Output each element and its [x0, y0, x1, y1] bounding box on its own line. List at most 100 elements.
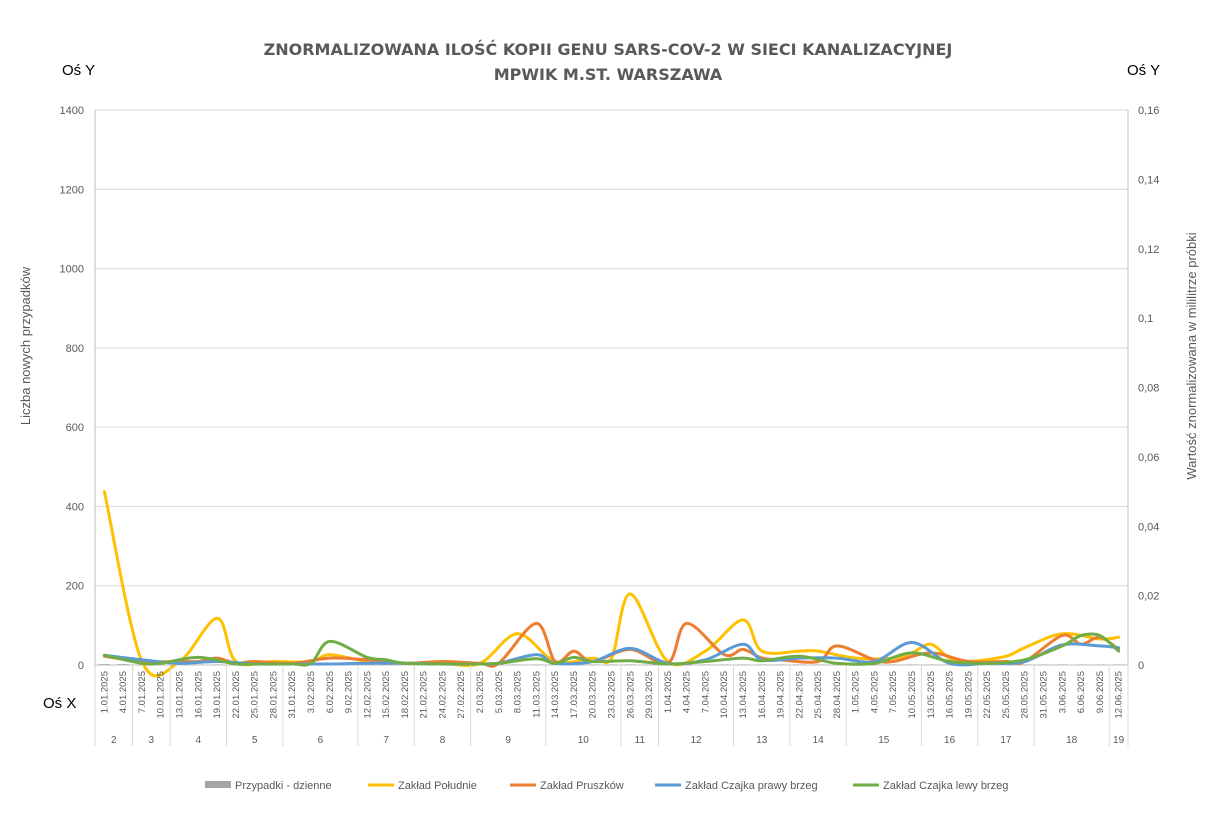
y-axis-left-label: Liczba nowych przypadków	[18, 266, 33, 425]
x-group-label: 6	[318, 735, 324, 746]
y-right-tick-label: 0	[1138, 660, 1144, 672]
y-right-tick-label: 0,14	[1138, 174, 1159, 186]
y-right-tick-label: 0,1	[1138, 313, 1153, 325]
x-group-label: 3	[149, 735, 155, 746]
x-tick-label: 13.04.2025	[738, 671, 749, 719]
x-tick-label: 10.01.2025	[156, 671, 167, 719]
x-tick-label: 26.03.2025	[625, 671, 636, 719]
x-tick-label: 28.04.2025	[832, 671, 843, 719]
x-tick-label: 24.02.2025	[438, 671, 449, 719]
x-group-label: 18	[1066, 735, 1078, 746]
y-right-tick-label: 0,04	[1138, 521, 1159, 533]
x-tick-label: 28.05.2025	[1020, 671, 1031, 719]
x-tick-label: 3.06.2025	[1057, 671, 1068, 713]
x-tick-label: 22.01.2025	[231, 671, 242, 719]
x-group-label: 16	[944, 735, 956, 746]
x-tick-label: 23.03.2025	[607, 671, 618, 719]
y-right-tick-label: 0,02	[1138, 591, 1159, 603]
x-tick-label: 25.05.2025	[1001, 671, 1012, 719]
x-tick-label: 3.02.2025	[306, 671, 317, 713]
x-group-label: 9	[505, 735, 511, 746]
x-group-label: 15	[878, 735, 890, 746]
y-axis-right-label: Wartość znormalizowana w mililitrze prób…	[1184, 232, 1199, 479]
corner-label-left-bottom: Oś X	[43, 695, 76, 712]
x-tick-label: 21.02.2025	[419, 671, 430, 719]
x-group-label: 8	[440, 735, 446, 746]
series-1-line	[104, 492, 1118, 676]
x-tick-label: 16.04.2025	[757, 671, 768, 719]
x-group-label: 10	[578, 735, 590, 746]
corner-label-left-top: Oś Y	[62, 62, 95, 79]
legend-label: Zakład Czajka prawy brzeg	[685, 780, 818, 792]
x-tick-label: 11.03.2025	[531, 671, 542, 718]
series-0-bar	[99, 664, 110, 665]
x-tick-label: 27.02.2025	[456, 671, 467, 719]
x-tick-label: 1.04.2025	[663, 671, 674, 713]
grid-lines	[95, 110, 1128, 586]
y-left-tick-label: 1400	[60, 105, 84, 117]
x-tick-label: 10.05.2025	[907, 671, 918, 719]
x-group-label: 12	[690, 735, 702, 746]
x-tick-label: 31.05.2025	[1039, 671, 1050, 719]
x-tick-label: 22.04.2025	[794, 671, 805, 719]
x-tick-label: 7.04.2025	[700, 671, 711, 713]
x-tick-label: 16.01.2025	[193, 671, 204, 719]
x-tick-label: 6.02.2025	[325, 671, 336, 713]
x-tick-label: 4.05.2025	[869, 671, 880, 713]
x-group-label: 13	[756, 735, 768, 746]
x-tick-label: 1.05.2025	[851, 671, 862, 713]
x-tick-label: 8.03.2025	[513, 671, 524, 713]
legend-label: Zakład Południe	[398, 780, 477, 792]
x-tick-label: 7.01.2025	[137, 671, 148, 713]
x-tick-label: 7.05.2025	[888, 671, 899, 713]
x-group-label: 7	[383, 735, 389, 746]
y-right-tick-label: 0,06	[1138, 452, 1159, 464]
x-tick-label: 5.03.2025	[494, 671, 505, 713]
x-group-label: 14	[813, 735, 825, 746]
x-axis-labels: 1.01.2025 4.01.2025 7.01.2025 10.01.2025 13.…	[95, 665, 1128, 746]
series-0-bar	[118, 664, 129, 665]
chart-title-line-1: ZNORMALIZOWANA ILOŚĆ KOPII GENU SARS-COV…	[264, 40, 953, 59]
y-left-tick-label: 600	[66, 422, 84, 434]
series-lines	[99, 492, 1125, 676]
legend-swatch	[205, 781, 231, 788]
x-tick-label: 15.02.2025	[381, 671, 392, 719]
y-left-tick-label: 1000	[60, 264, 84, 276]
legend-label: Zakład Czajka lewy brzeg	[883, 780, 1008, 792]
x-tick-label: 19.04.2025	[776, 671, 787, 719]
x-tick-label: 28.01.2025	[268, 671, 279, 719]
legend-label: Przypadki - dzienne	[235, 780, 332, 792]
x-tick-label: 18.02.2025	[400, 671, 411, 719]
y-left-tick-label: 0	[78, 660, 84, 672]
x-group-label: 2	[111, 735, 117, 746]
x-tick-label: 14.03.2025	[550, 671, 561, 719]
legend: Przypadki - dzienne Zakład Południe Zakład…	[205, 780, 1008, 792]
y-left-tick-label: 1200	[60, 184, 84, 196]
x-group-label: 5	[252, 735, 258, 746]
x-tick-label: 20.03.2025	[588, 671, 599, 719]
x-group-label: 19	[1113, 735, 1125, 746]
y-left-tick-label: 200	[66, 581, 84, 593]
x-tick-label: 1.01.2025	[99, 671, 110, 713]
legend-label: Zakład Pruszków	[540, 780, 624, 792]
y-left-tick-label: 800	[66, 343, 84, 355]
y-right-tick-label: 0,08	[1138, 383, 1159, 395]
x-tick-label: 25.04.2025	[813, 671, 824, 719]
x-tick-label: 25.01.2025	[250, 671, 261, 719]
x-tick-label: 12.02.2025	[362, 671, 373, 719]
x-tick-label: 19.01.2025	[212, 671, 223, 719]
x-tick-label: 9.06.2025	[1095, 671, 1106, 713]
chart-title-line-2: MPWIK M.ST. WARSZAWA	[494, 65, 723, 84]
x-tick-label: 6.06.2025	[1076, 671, 1087, 713]
x-tick-label: 9.02.2025	[344, 671, 355, 713]
x-group-label: 11	[635, 735, 646, 746]
x-tick-label: 4.01.2025	[118, 671, 129, 713]
x-tick-label: 10.04.2025	[719, 671, 730, 719]
x-tick-label: 29.03.2025	[644, 671, 655, 719]
x-tick-label: 19.05.2025	[963, 671, 974, 719]
corner-label-right-top: Oś Y	[1127, 62, 1160, 79]
axes: 020040060080010001200140000,020,040,060,…	[60, 105, 1160, 672]
x-tick-label: 13.05.2025	[926, 671, 937, 719]
